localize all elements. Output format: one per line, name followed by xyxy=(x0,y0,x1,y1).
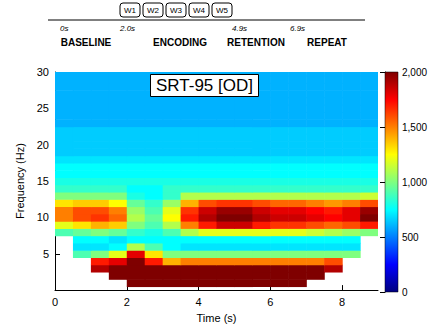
svg-text:10: 10 xyxy=(37,211,49,223)
svg-text:2.0s: 2.0s xyxy=(119,24,135,33)
svg-text:Frequency (Hz): Frequency (Hz) xyxy=(14,143,26,219)
svg-text:W4: W4 xyxy=(193,6,206,15)
svg-text:Time (s): Time (s) xyxy=(197,312,237,324)
svg-text:20: 20 xyxy=(37,139,49,151)
svg-text:W5: W5 xyxy=(216,6,229,15)
svg-text:W1: W1 xyxy=(124,6,137,15)
svg-text:W2: W2 xyxy=(147,6,160,15)
svg-text:500: 500 xyxy=(402,232,419,243)
svg-text:ENCODING: ENCODING xyxy=(153,37,207,48)
svg-text:0: 0 xyxy=(402,287,408,298)
svg-text:0: 0 xyxy=(52,296,58,308)
svg-text:REPEAT: REPEAT xyxy=(307,37,347,48)
svg-text:2,000: 2,000 xyxy=(402,67,427,78)
svg-text:4.9s: 4.9s xyxy=(232,24,247,33)
svg-text:SRT-95 [OD]: SRT-95 [OD] xyxy=(156,76,253,95)
svg-text:6.9s: 6.9s xyxy=(290,24,305,33)
svg-text:6: 6 xyxy=(267,296,273,308)
svg-text:5: 5 xyxy=(43,248,49,260)
svg-text:4: 4 xyxy=(195,296,201,308)
svg-text:1,500: 1,500 xyxy=(402,122,427,133)
svg-text:30: 30 xyxy=(37,66,49,78)
svg-text:15: 15 xyxy=(37,175,49,187)
svg-text:0s: 0s xyxy=(60,24,68,33)
svg-text:1,000: 1,000 xyxy=(402,177,427,188)
svg-text:2: 2 xyxy=(124,296,130,308)
svg-text:BASELINE: BASELINE xyxy=(61,37,112,48)
svg-text:8: 8 xyxy=(339,296,345,308)
svg-text:25: 25 xyxy=(37,102,49,114)
svg-text:W3: W3 xyxy=(170,6,183,15)
svg-text:RETENTION: RETENTION xyxy=(227,37,285,48)
